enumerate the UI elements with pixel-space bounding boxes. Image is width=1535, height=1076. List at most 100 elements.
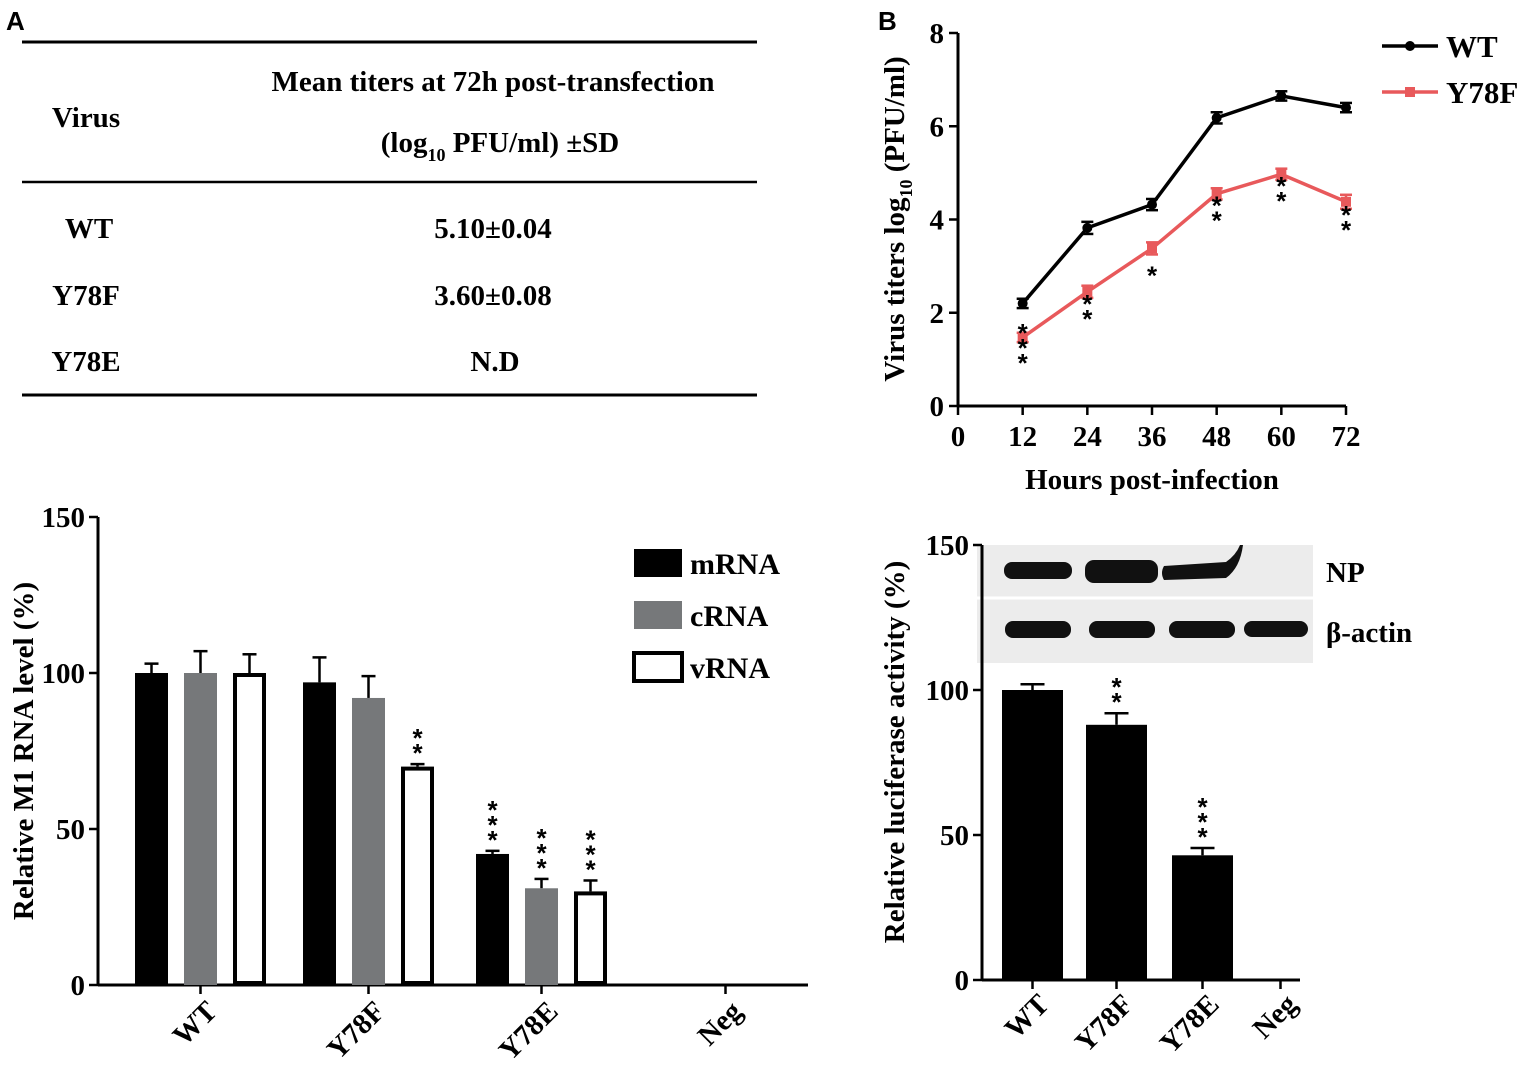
- significance-marker: *: [1111, 687, 1122, 717]
- table-cell-virus: Y78E: [51, 346, 120, 378]
- bar-crna: [184, 673, 217, 985]
- y-tick-label: 6: [930, 111, 945, 143]
- y-tick-label: 150: [42, 502, 86, 534]
- significance-marker: *: [487, 795, 498, 825]
- table-cell-titer: N.D: [470, 346, 519, 378]
- significance-marker: *: [1018, 318, 1029, 348]
- significance-marker: *: [1197, 822, 1208, 852]
- series-line-wt: [1021, 94, 1347, 305]
- y-tick-label: 8: [930, 18, 945, 50]
- growth-curve-chart: Virus titers log10 (PFU/ml) Hours post-i…: [879, 18, 1361, 496]
- blot-label-np: NP: [1326, 557, 1365, 589]
- bar-vrna: [401, 766, 434, 985]
- significance-marker: *: [1212, 190, 1223, 220]
- significance-marker: *: [585, 854, 596, 884]
- significance-marker: *: [1147, 260, 1158, 290]
- bar-mrna: [135, 673, 168, 985]
- actin-band: [1005, 621, 1071, 638]
- western-blot: NP β-actin: [977, 545, 1412, 663]
- np-band: [1162, 545, 1243, 580]
- bar-vrna: [574, 891, 607, 986]
- data-point: [1147, 199, 1157, 210]
- y-tick-label: 100: [42, 658, 86, 690]
- data-point: [1082, 222, 1093, 233]
- significance-marker: *: [585, 824, 596, 854]
- bar-crna: [352, 697, 385, 985]
- significance-marker: *: [1018, 348, 1029, 378]
- significance-marker: *: [1276, 171, 1287, 201]
- data-point: [1017, 298, 1028, 309]
- data-point: [1211, 112, 1222, 123]
- data-point: [1341, 196, 1351, 207]
- titer-table: Virus Mean titers at 72h post-transfecti…: [22, 40, 757, 397]
- legend-marker: [1405, 41, 1415, 51]
- x-tick-label: 48: [1202, 421, 1231, 453]
- legend-swatch: [634, 601, 682, 629]
- significance-marker: *: [487, 810, 498, 840]
- bar-mrna: [476, 853, 509, 985]
- data-point: [1276, 169, 1287, 180]
- table-cell-titer: 5.10±0.04: [434, 213, 551, 245]
- significance-marker: *: [536, 853, 547, 883]
- data-point: [1341, 102, 1351, 113]
- bar: [1002, 690, 1063, 980]
- legend-label: WT: [1446, 29, 1498, 64]
- actin-band: [1169, 621, 1235, 638]
- legend-swatch: [632, 651, 684, 683]
- table-header-titer-line1: Mean titers at 72h post-transfection: [272, 66, 715, 98]
- y-tick-label: 100: [926, 675, 970, 707]
- legend-marker: [1405, 87, 1415, 97]
- significance-marker: *: [412, 738, 423, 768]
- x-tick-label: 24: [1073, 421, 1102, 453]
- significance-marker: *: [1018, 333, 1029, 363]
- x-tick-label: 60: [1267, 421, 1296, 453]
- table-header-virus: Virus: [52, 102, 120, 134]
- significance-marker: *: [1082, 289, 1093, 319]
- y-tick-label: 150: [926, 530, 970, 562]
- significance-marker: *: [1111, 672, 1122, 702]
- significance-marker: *: [585, 839, 596, 869]
- significance-marker: *: [536, 838, 547, 868]
- blot-label-actin: β-actin: [1326, 617, 1412, 649]
- legend-swatch: [634, 549, 682, 577]
- bar-mrna: [303, 682, 336, 985]
- x-tick-label: 36: [1138, 421, 1167, 453]
- growth-legend: WT Y78F: [1382, 29, 1518, 110]
- significance-marker: *: [1276, 186, 1287, 216]
- significance-marker: *: [1197, 807, 1208, 837]
- data-point: [1017, 332, 1028, 343]
- np-band: [1085, 560, 1158, 583]
- bar-crna: [525, 888, 558, 985]
- bar: [1086, 724, 1147, 980]
- y-tick-label: 50: [940, 820, 969, 852]
- x-tick-label: 12: [1008, 421, 1037, 453]
- actin-band: [1089, 621, 1155, 638]
- y-tick-label: 0: [955, 965, 970, 997]
- legend-label: vRNA: [690, 652, 770, 685]
- y-axis-label: Relative M1 RNA level (%): [8, 582, 40, 920]
- x-tick-label: 0: [951, 421, 966, 453]
- bar: [1172, 855, 1233, 980]
- table-cell-virus: WT: [65, 213, 113, 245]
- y-tick-label: 0: [930, 391, 945, 423]
- y-axis-label: Virus titers log10 (PFU/ml): [879, 56, 916, 381]
- data-point: [1276, 90, 1287, 101]
- table-cell-titer: 3.60±0.08: [434, 280, 551, 312]
- significance-marker: *: [487, 825, 498, 855]
- significance-marker: *: [536, 823, 547, 853]
- table-header-titer-line2: (log10 PFU/ml) ±SD: [381, 127, 620, 165]
- actin-band: [1244, 621, 1308, 637]
- np-band: [1004, 562, 1072, 579]
- significance-marker: *: [1082, 304, 1093, 334]
- panel-letter-b: B: [878, 6, 897, 36]
- panel-letter-a: A: [6, 6, 25, 36]
- significance-marker: *: [1341, 200, 1352, 230]
- rna-legend: mRNA cRNA vRNA: [632, 548, 780, 685]
- legend-label: mRNA: [690, 548, 780, 581]
- series-line-y78f: [1021, 172, 1347, 339]
- legend-label: cRNA: [690, 600, 769, 633]
- bar-vrna: [233, 673, 266, 985]
- significance-marker: *: [412, 723, 423, 753]
- y-tick-label: 0: [71, 970, 86, 1002]
